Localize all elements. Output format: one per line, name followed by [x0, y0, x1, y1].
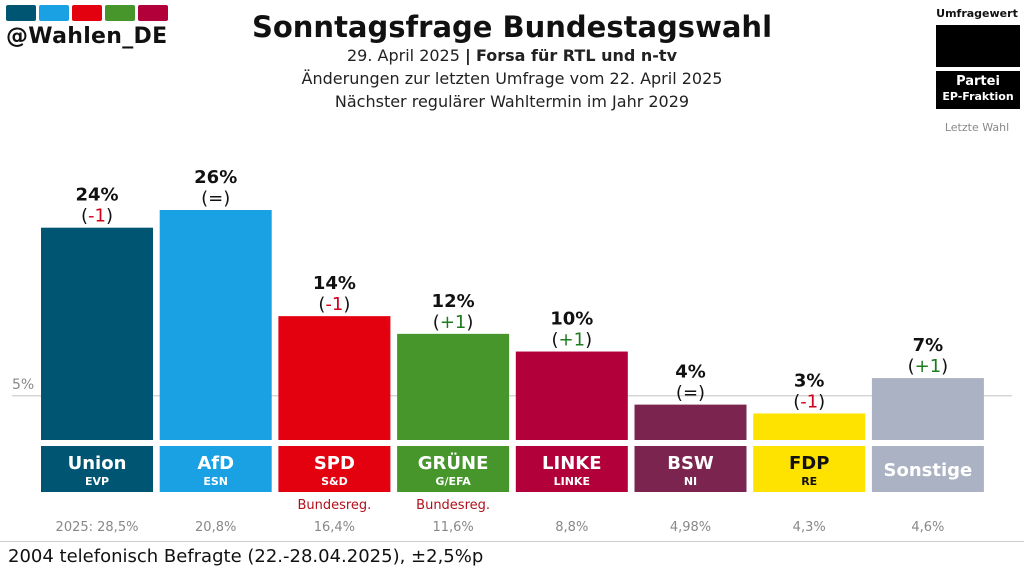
- stripe: [138, 5, 168, 21]
- value-label: 26%: [194, 167, 237, 188]
- party-box: [634, 446, 747, 492]
- party-box: [159, 446, 272, 492]
- stripe: [105, 5, 135, 21]
- bar: [278, 316, 391, 440]
- stripe: [39, 5, 69, 21]
- change-label: (+1): [433, 312, 474, 333]
- change-label: (=): [676, 383, 705, 404]
- ep-group-label: RE: [801, 475, 817, 488]
- ep-group-label: EVP: [85, 475, 109, 488]
- footer-note: 2004 telefonisch Befragte (22.-28.04.202…: [8, 546, 484, 567]
- party-name: SPD: [314, 453, 355, 474]
- government-label: Bundesreg.: [416, 498, 490, 513]
- last-election-value: 8,8%: [555, 520, 588, 535]
- party-name: GRÜNE: [418, 452, 489, 474]
- legend-group-label: EP-Fraktion: [942, 90, 1014, 103]
- chart-title: Sonntagsfrage Bundestagswahl: [251, 10, 773, 44]
- ep-group-label: G/EFA: [435, 475, 471, 488]
- bar: [159, 210, 272, 440]
- last-election-value: 20,8%: [195, 520, 236, 535]
- last-election-value: 11,6%: [432, 520, 473, 535]
- last-election-value: 4,98%: [670, 520, 711, 535]
- legend-party-box: Partei EP-Fraktion: [936, 71, 1020, 109]
- value-label: 24%: [75, 185, 118, 206]
- party-box: [515, 446, 628, 492]
- poll-date: 29. April 2025: [347, 46, 460, 65]
- value-label: 3%: [794, 370, 825, 391]
- stripe: [6, 5, 36, 21]
- party-name: AfD: [197, 453, 234, 474]
- bar: [41, 227, 153, 440]
- bar: [753, 413, 866, 440]
- government-label: Bundesreg.: [297, 498, 371, 513]
- bar: [634, 404, 747, 440]
- party-box: [871, 446, 984, 492]
- bar: [871, 378, 984, 440]
- party-box: [278, 446, 391, 492]
- ep-group-label: NI: [684, 475, 697, 488]
- separator: |: [465, 46, 471, 65]
- subtitle-date-institute: 29. April 2025 | Forsa für RTL und n-tv: [0, 46, 1024, 65]
- party-name: FDP: [789, 453, 829, 474]
- change-label: (+1): [908, 356, 949, 377]
- change-label: (-1): [81, 206, 113, 227]
- party-name: BSW: [667, 453, 714, 474]
- brand-handle: @Wahlen_DE: [6, 24, 168, 49]
- ep-group-label: LINKE: [554, 475, 590, 488]
- footer-divider: [0, 541, 1024, 542]
- bar: [397, 333, 510, 440]
- party-box: [397, 446, 510, 492]
- party-box: [753, 446, 866, 492]
- change-label: (-1): [793, 391, 825, 412]
- party-name: LINKE: [542, 453, 601, 474]
- ep-group-label: ESN: [203, 475, 228, 488]
- bar: [515, 351, 628, 440]
- threshold-label: 5%: [12, 377, 34, 393]
- party-name: Sonstige: [884, 460, 973, 481]
- last-election-value: 16,4%: [314, 520, 355, 535]
- party-box: [41, 446, 153, 492]
- value-label: 14%: [313, 273, 356, 294]
- ep-group-label: S&D: [321, 475, 348, 488]
- poll-institute: Forsa für RTL und n-tv: [475, 46, 677, 65]
- last-election-value: 2025: 28,5%: [56, 520, 139, 535]
- brand-color-stripes: [6, 5, 168, 21]
- stripe: [72, 5, 102, 21]
- change-label: (-1): [318, 294, 350, 315]
- legend-party-label: Partei: [956, 74, 1000, 89]
- party-name: Union: [68, 453, 127, 474]
- value-label: 10%: [550, 309, 593, 330]
- next-election-note: Nächster regulärer Wahltermin im Jahr 20…: [334, 92, 690, 111]
- legend-last-election-label: Letzte Wahl: [944, 121, 1010, 134]
- change-label: (=): [201, 188, 230, 209]
- legend-value-box: [936, 25, 1020, 67]
- legend-value-label: Umfragewert: [936, 7, 1018, 20]
- value-label: 4%: [675, 362, 706, 383]
- change-label: (+1): [551, 330, 592, 351]
- changes-note: Änderungen zur letzten Umfrage vom 22. A…: [301, 69, 723, 88]
- last-election-value: 4,6%: [911, 520, 944, 535]
- value-label: 12%: [432, 291, 475, 312]
- last-election-value: 4,3%: [793, 520, 826, 535]
- value-label: 7%: [913, 335, 944, 356]
